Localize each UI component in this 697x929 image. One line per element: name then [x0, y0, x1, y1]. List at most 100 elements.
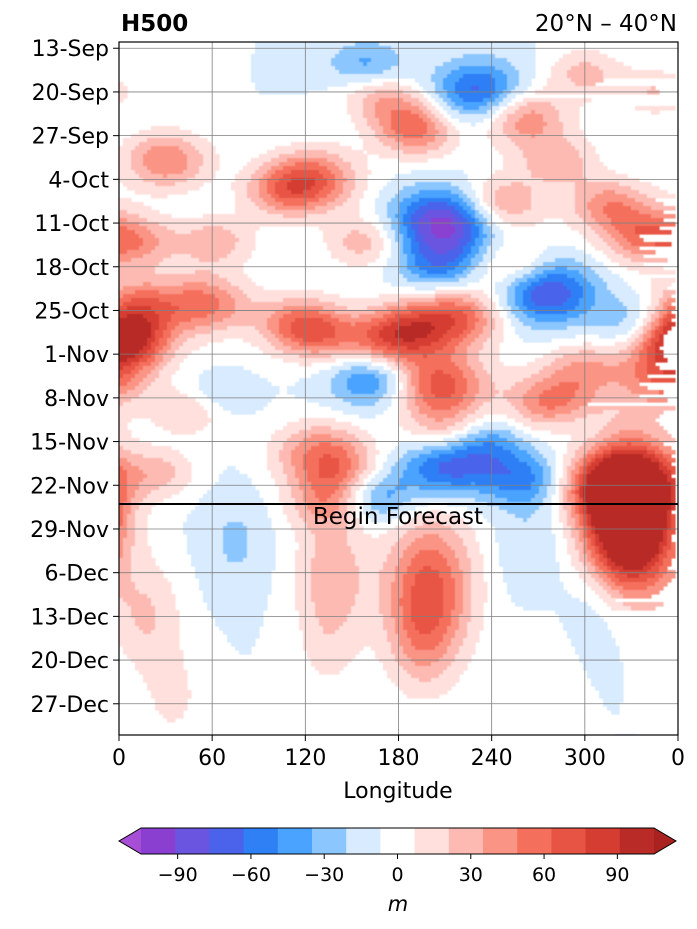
- contour-cell: [387, 230, 396, 235]
- contour-cell: [287, 478, 300, 483]
- contour-cell: [543, 466, 552, 471]
- contour-cell: [415, 574, 440, 579]
- contour-cell: [531, 386, 552, 391]
- contour-cell: [659, 310, 668, 315]
- contour-cell: [187, 166, 200, 171]
- contour-cell: [659, 438, 676, 443]
- contour-cell: [131, 558, 156, 563]
- contour-cell: [155, 618, 180, 623]
- contour-cell: [651, 302, 660, 307]
- contour-cell: [151, 170, 184, 175]
- contour-cell: [295, 586, 312, 591]
- contour-cell: [367, 466, 376, 471]
- contour-cell: [447, 74, 464, 79]
- contour-cell: [479, 490, 540, 495]
- contour-cell: [315, 554, 356, 559]
- contour-cell: [667, 514, 672, 519]
- contour-cell: [287, 514, 300, 519]
- contour-cell: [407, 226, 412, 231]
- contour-cell: [475, 302, 484, 307]
- contour-cell: [467, 274, 484, 279]
- contour-cell: [655, 450, 664, 455]
- contour-cell: [407, 450, 432, 455]
- contour-cell: [147, 226, 168, 231]
- contour-cell: [499, 434, 516, 439]
- contour-cell: [395, 618, 404, 623]
- contour-cell: [119, 278, 228, 283]
- contour-cell: [447, 202, 460, 207]
- contour-cell: [583, 498, 672, 503]
- contour-cell: [215, 310, 236, 315]
- contour-cell: [599, 594, 612, 599]
- contour-cell: [119, 558, 132, 563]
- contour-cell: [515, 406, 528, 411]
- contour-cell: [595, 394, 640, 399]
- contour-cell: [159, 298, 220, 303]
- contour-cell: [147, 594, 176, 599]
- contour-cell: [539, 506, 552, 511]
- contour-cell: [383, 222, 392, 227]
- contour-cell: [315, 546, 352, 551]
- contour-cell: [451, 222, 464, 227]
- contour-cell: [403, 186, 460, 191]
- contour-cell: [363, 146, 392, 151]
- contour-cell: [563, 354, 632, 359]
- contour-cell: [339, 50, 396, 55]
- contour-cell: [447, 666, 468, 671]
- contour-cell: [335, 490, 344, 495]
- contour-cell: [435, 394, 452, 399]
- contour-cell: [459, 366, 472, 371]
- contour-cell: [299, 378, 332, 383]
- contour-cell: [419, 366, 460, 371]
- contour-cell: [407, 258, 416, 263]
- contour-cell: [419, 314, 452, 319]
- contour-cell: [211, 270, 244, 275]
- contour-cell: [411, 586, 444, 591]
- contour-cell: [671, 514, 676, 519]
- contour-cell: [671, 494, 676, 499]
- contour-cell: [463, 250, 472, 255]
- contour-cell: [523, 114, 544, 119]
- contour-cell: [331, 354, 372, 359]
- contour-cell: [591, 550, 596, 555]
- contour-cell: [379, 470, 392, 475]
- contour-cell: [119, 550, 124, 555]
- contour-cell: [143, 158, 188, 163]
- contour-cell: [667, 474, 672, 479]
- contour-cell: [171, 346, 180, 351]
- contour-cell: [543, 478, 552, 483]
- contour-cell: [339, 154, 368, 159]
- contour-cell: [495, 386, 512, 391]
- contour-cell: [567, 518, 576, 523]
- contour-cell: [539, 402, 568, 407]
- contour-cell: [131, 578, 168, 583]
- contour-cell: [531, 190, 576, 195]
- contour-cell: [399, 366, 408, 371]
- contour-cell: [439, 94, 448, 99]
- contour-cell: [607, 566, 612, 571]
- colorbar-frame: [118, 827, 677, 855]
- contour-cell: [251, 78, 372, 83]
- contour-cell: [483, 194, 496, 199]
- contour-cell: [587, 566, 596, 571]
- contour-cell: [455, 594, 464, 599]
- contour-cell: [355, 446, 368, 451]
- contour-cell: [403, 534, 424, 539]
- contour-cell: [559, 110, 580, 115]
- contour-cell: [399, 258, 408, 263]
- contour-cell: [383, 466, 392, 471]
- contour-cell: [343, 174, 356, 179]
- contour-cell: [139, 382, 152, 387]
- contour-cell: [375, 390, 388, 395]
- contour-cell: [319, 190, 332, 195]
- contour-cell: [563, 126, 580, 131]
- x-tick-label: 300: [564, 746, 606, 771]
- contour-cell: [247, 538, 276, 543]
- contour-cell: [647, 346, 656, 351]
- contour-cell: [551, 350, 580, 355]
- contour-cell: [627, 574, 640, 579]
- contour-cell: [563, 134, 584, 139]
- contour-cell: [415, 402, 428, 407]
- contour-cell: [503, 278, 516, 283]
- contour-cell: [543, 498, 552, 503]
